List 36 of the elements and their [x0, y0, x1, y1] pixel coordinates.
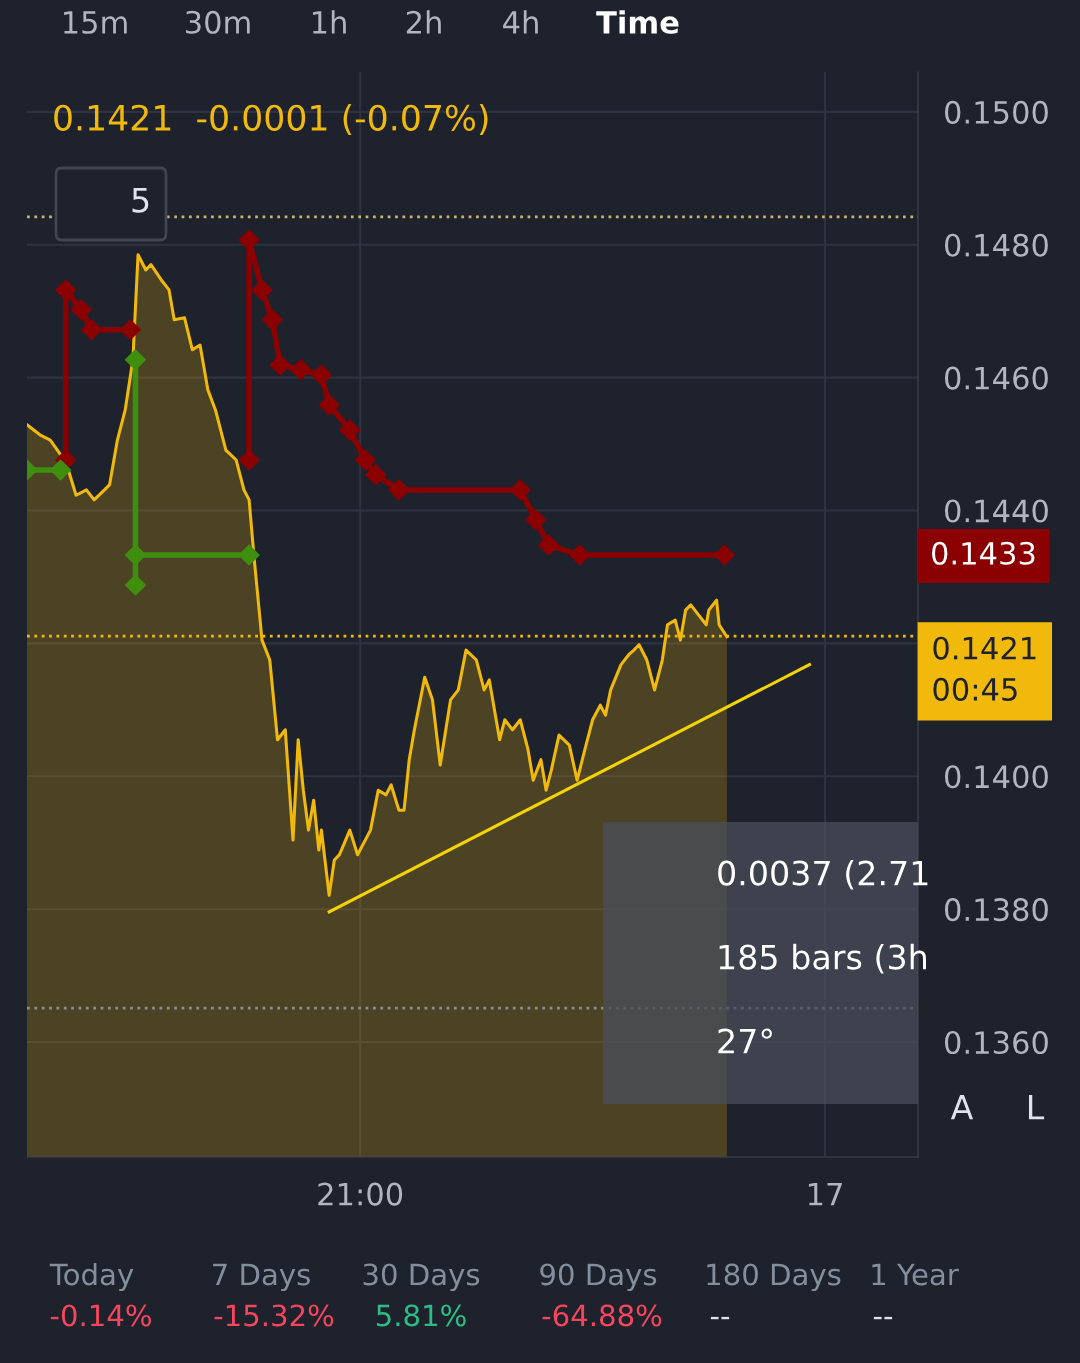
ref-line-label: 0.1421 00:45 [933, 636, 1036, 701]
text: 7 Days [213, 1263, 310, 1292]
y-tick-label: 0.1500 [945, 100, 1048, 124]
y-tick-label: 0.1360 [945, 1030, 1048, 1055]
text: Today [49, 1262, 134, 1292]
text: 1 Year [872, 1263, 959, 1286]
text: 90 Days [540, 1263, 657, 1292]
text: 30 Days [363, 1263, 480, 1292]
text: -15.32% [214, 1304, 334, 1327]
y-tick-label: 0.1480 [945, 233, 1048, 257]
annotation: 0.0037 (2.71 [718, 859, 928, 890]
text: L [1028, 1094, 1045, 1120]
y-tick-label: 0.1400 [945, 765, 1048, 789]
x-tick-label: 17 [808, 1182, 842, 1206]
y-tick-label: 0.1380 [945, 898, 1048, 922]
text: -- [710, 1316, 730, 1320]
y-tick-label: 0.1460 [945, 366, 1048, 390]
text: 5.81% [376, 1304, 466, 1327]
x-tick-label: 21:00 [318, 1182, 403, 1206]
text: 1h [312, 10, 346, 34]
text: 180 Days [707, 1263, 841, 1292]
text: Time [596, 10, 679, 34]
text: 0.1421 -0.0001 (-0.07%) [54, 104, 488, 135]
text: 30m [186, 10, 250, 34]
text: -64.88% [542, 1304, 662, 1327]
text: 0.1433 [932, 541, 1035, 565]
annotation: 27° [718, 1028, 772, 1054]
text: 2h [406, 10, 441, 34]
text: -0.14% [50, 1304, 151, 1327]
text: -- [873, 1316, 893, 1320]
annotation: 185 bars (3h [719, 943, 926, 974]
annotation: 5 [132, 187, 149, 213]
text: 15m [64, 11, 127, 34]
y-tick-label: 0.1440 [945, 499, 1048, 523]
text: A [950, 1094, 974, 1120]
text: 4h [503, 10, 538, 34]
